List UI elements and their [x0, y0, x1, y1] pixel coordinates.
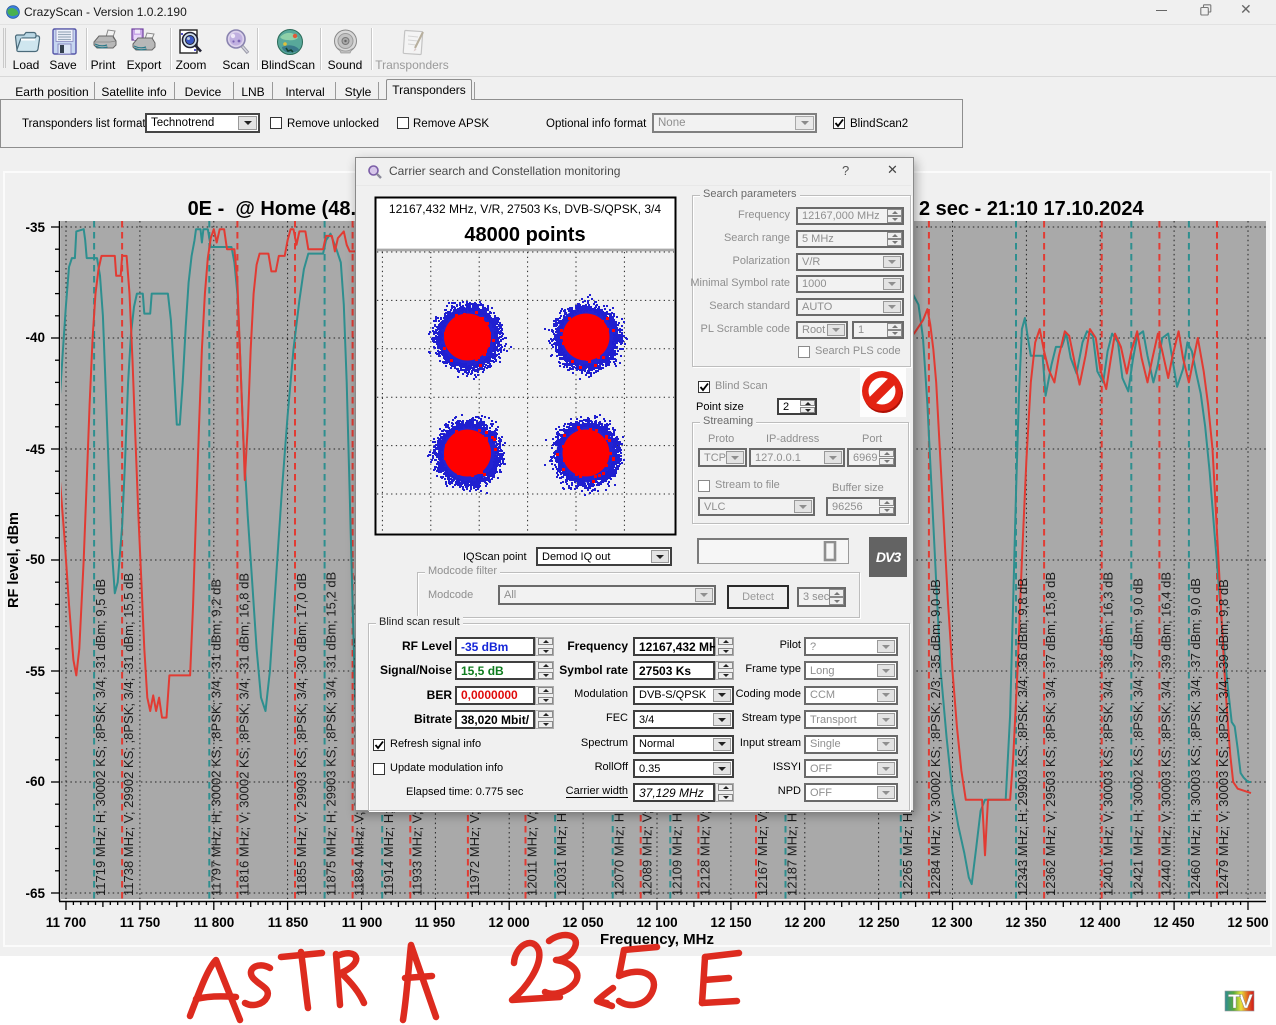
svg-text:12 300: 12 300: [931, 915, 972, 930]
svg-text:RF level, dBm: RF level, dBm: [6, 512, 22, 608]
svg-text:11875 MHz; H; 29903 KS; ;8PSK;: 11875 MHz; H; 29903 KS; ;8PSK; 3/4; -31 …: [324, 572, 339, 896]
svg-text:11 900: 11 900: [342, 915, 383, 930]
svg-text:12 400: 12 400: [1079, 915, 1120, 930]
svg-text:11816 MHz; V; 30002 KS; ;8PSK;: 11816 MHz; V; 30002 KS; ;8PSK; 3/4; -31 …: [236, 573, 251, 896]
svg-text:-60: -60: [25, 774, 45, 789]
svg-text:-40: -40: [25, 330, 45, 345]
svg-text:0E - @ Home (48.: 0E - @ Home (48.: [188, 198, 356, 220]
svg-text:12460 MHz; H; 30003 KS; ;8PSK;: 12460 MHz; H; 30003 KS; ;8PSK; 3/4; -37 …: [1188, 578, 1203, 896]
svg-text:12 500: 12 500: [1227, 915, 1268, 930]
svg-text:11 800: 11 800: [194, 915, 235, 930]
svg-text:2 sec - 21:10 17.10.2024: 2 sec - 21:10 17.10.2024: [919, 198, 1145, 220]
svg-text:11 750: 11 750: [120, 915, 161, 930]
svg-text:12421 MHz; H; 30002 KS; ;8PSK;: 12421 MHz; H; 30002 KS; ;8PSK; 3/4; -37 …: [1130, 578, 1145, 896]
svg-text:12362 MHz; V; 29503 KS; ;8PSK;: 12362 MHz; V; 29503 KS; ;8PSK; 3/4; -37 …: [1043, 572, 1058, 896]
svg-text:11855 MHz; V; 29903 KS; ;8PSK;: 11855 MHz; V; 29903 KS; ;8PSK; 3/4; -30 …: [294, 573, 309, 896]
svg-text:11719 MHz; H; 30002 KS; ;8PSK;: 11719 MHz; H; 30002 KS; ;8PSK; 3/4; -31 …: [93, 579, 108, 896]
svg-text:12 250: 12 250: [858, 915, 899, 930]
svg-text:12479 MHz; V; 30003 KS; ;8PSK;: 12479 MHz; V; 30003 KS; ;8PSK; 3/4; -39 …: [1216, 579, 1231, 896]
svg-text:12 050: 12 050: [562, 915, 603, 930]
svg-text:12 200: 12 200: [784, 915, 825, 930]
svg-text:11 700: 11 700: [46, 915, 87, 930]
svg-text:-55: -55: [25, 664, 45, 679]
svg-text:-50: -50: [25, 552, 45, 567]
svg-text:12167,432 MHz, V/R, 27503 Ks,: 12167,432 MHz, V/R, 27503 Ks, DVB-S/QPSK…: [389, 202, 661, 216]
svg-text:12 100: 12 100: [636, 915, 677, 930]
svg-text:12343 MHz; H; 29903 KS; ;8PSK;: 12343 MHz; H; 29903 KS; ;8PSK; 3/4; -36 …: [1015, 578, 1030, 896]
svg-text:48000 points: 48000 points: [464, 224, 585, 246]
svg-text:12 350: 12 350: [1005, 915, 1046, 930]
svg-text:12 450: 12 450: [1153, 915, 1194, 930]
svg-text:-35: -35: [25, 220, 45, 235]
svg-text:11738 MHz; V; 29902 KS; ;8PSK;: 11738 MHz; V; 29902 KS; ;8PSK; 3/4; -31 …: [121, 573, 136, 896]
svg-text:12 000: 12 000: [488, 915, 529, 930]
svg-text:11 950: 11 950: [415, 915, 456, 930]
svg-text:12 150: 12 150: [710, 915, 751, 930]
svg-text:11 850: 11 850: [268, 915, 309, 930]
svg-text:11797 MHz; H; 30002 KS; ;8PSK;: 11797 MHz; H; 30002 KS; ;8PSK; 3/4; -31 …: [208, 579, 223, 896]
svg-text:12401 MHz; V; 30003 KS; ;8PSK;: 12401 MHz; V; 30003 KS; ;8PSK; 3/4; -38 …: [1101, 572, 1116, 896]
svg-text:12440 MHz; V; 30003 KS; ;8PSK;: 12440 MHz; V; 30003 KS; ;8PSK; 3/4; -39 …: [1158, 572, 1173, 896]
svg-text:12284 MHz; V; 30002 KS; ;8PSK;: 12284 MHz; V; 30002 KS; ;8PSK; 2/3; -35 …: [928, 579, 943, 896]
svg-text:-65: -65: [25, 886, 45, 901]
svg-text:-45: -45: [25, 442, 45, 457]
